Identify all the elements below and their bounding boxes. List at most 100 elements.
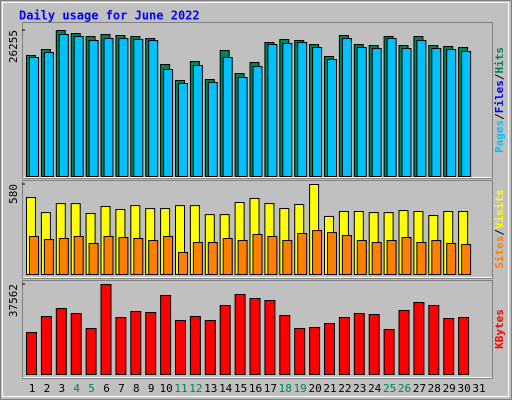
x-tick-label: 4	[73, 382, 80, 395]
x-tick-label: 8	[133, 382, 140, 395]
legend: Pages/Files/Hits	[493, 47, 506, 153]
bar	[309, 326, 321, 375]
bar	[73, 235, 84, 275]
bar	[237, 77, 248, 177]
bar	[133, 39, 144, 177]
bar	[458, 316, 470, 375]
bar	[88, 242, 99, 275]
bar	[163, 235, 174, 275]
bar	[58, 238, 69, 275]
bar	[163, 69, 174, 177]
bar	[100, 284, 112, 375]
bar	[130, 310, 142, 376]
x-tick-label: 20	[308, 382, 321, 395]
bar	[70, 312, 82, 376]
bar	[431, 48, 442, 177]
x-tick-label: 11	[174, 382, 187, 395]
x-tick-label: 31	[472, 382, 485, 395]
bar	[73, 36, 84, 178]
bar	[401, 237, 412, 276]
bar	[103, 235, 114, 275]
x-tick-label: 1	[29, 382, 36, 395]
bar	[207, 82, 218, 177]
bar	[327, 59, 337, 177]
bar	[29, 235, 39, 275]
x-tick-label: 23	[353, 382, 366, 395]
bar	[222, 57, 233, 177]
bar	[40, 315, 52, 375]
bar	[192, 65, 203, 177]
x-tick-label: 3	[58, 382, 65, 395]
bar	[461, 51, 472, 177]
bar	[43, 239, 54, 276]
bar	[145, 311, 157, 375]
bar	[29, 57, 39, 177]
bar	[341, 38, 352, 177]
x-tick-label: 25	[383, 382, 396, 395]
bar	[148, 240, 159, 275]
frame-bevel	[2, 2, 509, 397]
y-tick-label: 37562	[7, 284, 20, 317]
x-tick-label: 12	[189, 382, 202, 395]
bar	[431, 240, 442, 275]
legend: KBytes	[493, 309, 506, 349]
x-tick-label: 9	[148, 382, 155, 395]
bar	[312, 47, 323, 177]
bar	[386, 240, 397, 275]
bar	[401, 48, 412, 177]
bar	[324, 322, 335, 375]
x-tick-label: 17	[264, 382, 277, 395]
bar	[279, 314, 291, 376]
x-tick-label: 28	[428, 382, 441, 395]
x-tick-label: 14	[219, 382, 233, 395]
x-tick-label: 21	[323, 382, 336, 395]
bar	[189, 315, 201, 375]
bar	[249, 297, 261, 375]
bar	[413, 301, 425, 375]
bar	[416, 242, 427, 276]
bar	[207, 242, 218, 276]
bar	[267, 44, 278, 177]
bar	[371, 242, 382, 276]
bar	[398, 309, 410, 375]
x-tick-label: 29	[443, 382, 456, 395]
bar	[294, 327, 306, 376]
bar	[446, 242, 457, 275]
bar	[297, 233, 308, 276]
legend-separator: /	[493, 229, 506, 236]
bar	[312, 230, 323, 276]
x-tick-label: 26	[398, 382, 411, 395]
x-tick-label: 16	[249, 382, 262, 395]
chart-title: Daily usage for June 2022	[19, 9, 200, 23]
bar	[428, 304, 440, 376]
bar	[118, 38, 129, 177]
bar	[461, 244, 472, 276]
bar	[175, 319, 186, 375]
bar	[446, 49, 457, 178]
bar	[252, 233, 263, 275]
bar	[368, 313, 380, 376]
x-tick-label: 10	[159, 382, 172, 395]
bar	[353, 312, 365, 376]
bar	[297, 42, 308, 178]
x-tick-label: 24	[368, 382, 382, 395]
bar	[103, 38, 114, 177]
bar	[338, 316, 350, 375]
legend-entry: Sites	[493, 236, 506, 269]
bar	[371, 48, 382, 177]
bar	[85, 327, 97, 376]
legend-separator: /	[493, 113, 506, 120]
bar	[386, 38, 397, 177]
x-tick-label: 13	[204, 382, 217, 395]
bar	[222, 238, 233, 275]
bar	[178, 251, 188, 275]
bar	[282, 43, 293, 177]
bar	[282, 240, 293, 275]
bar	[43, 52, 54, 177]
bar	[219, 304, 231, 376]
x-tick-label: 30	[457, 382, 470, 395]
legend-entry: Visits	[493, 189, 506, 229]
bar	[118, 237, 129, 276]
bar	[115, 316, 127, 375]
